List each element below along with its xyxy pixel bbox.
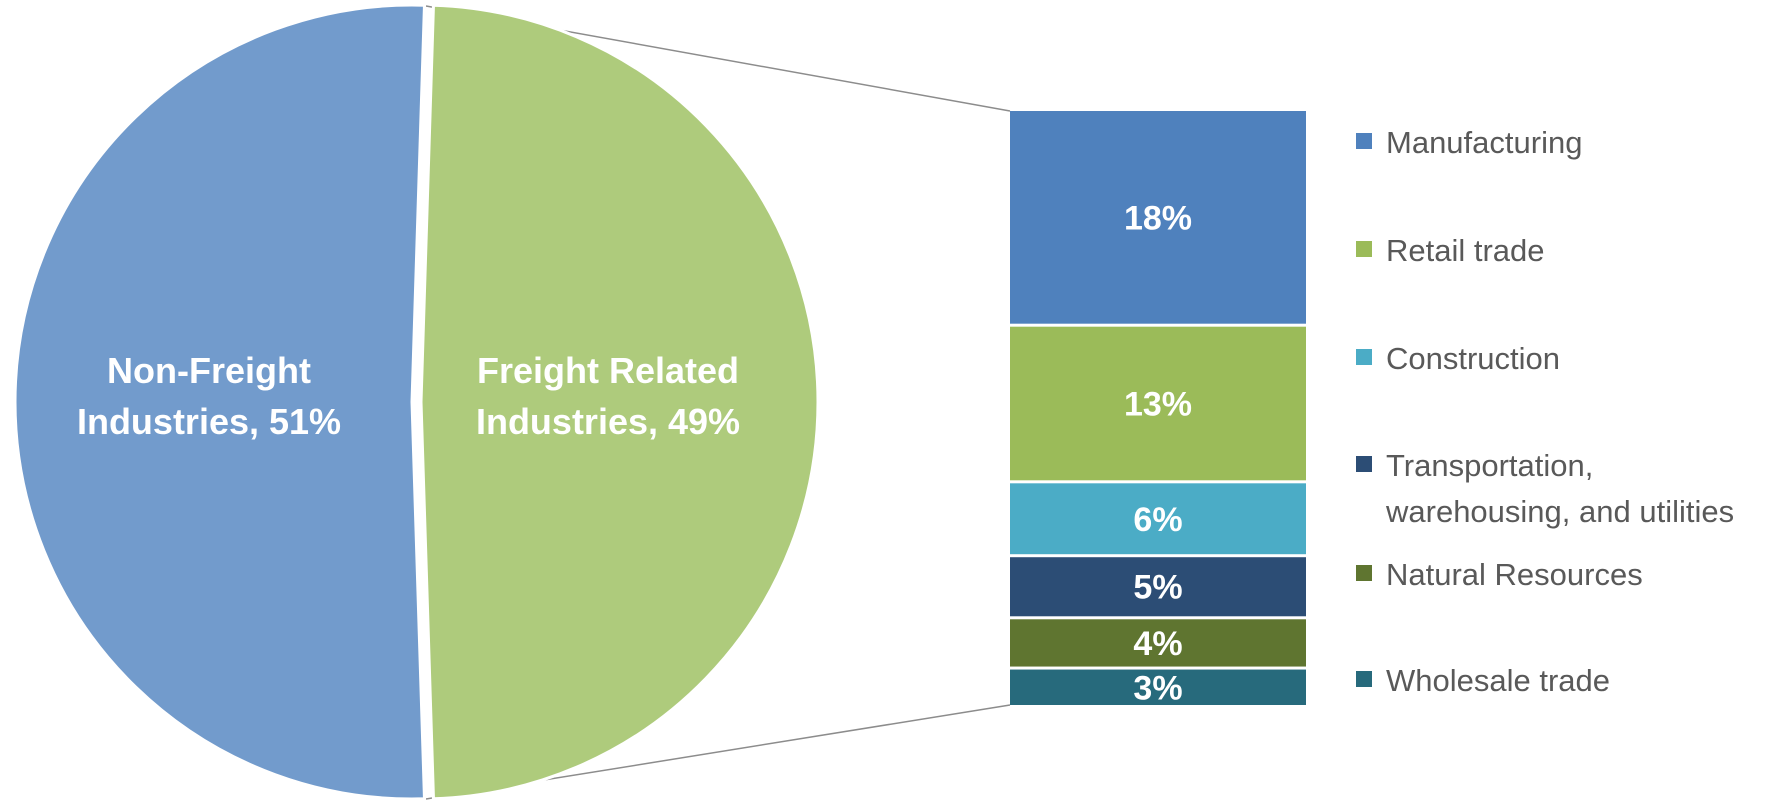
legend-label-transportation-warehousing: Transportation, warehousing, and utilitie…	[1385, 448, 1734, 529]
bar-label-natural-resources: 4%	[1133, 625, 1182, 663]
bar-label-wholesale-trade: 3%	[1133, 669, 1182, 707]
bar-segment-transportation-warehousing	[1010, 557, 1306, 617]
bar-segment-manufacturing	[1010, 111, 1306, 324]
legend-swatch-transportation-warehousing	[1356, 456, 1372, 472]
legend-swatch-manufacturing	[1356, 133, 1372, 149]
bar-label-manufacturing: 18%	[1124, 199, 1192, 237]
bar-segment-retail-trade	[1010, 326, 1306, 481]
bar-segment-construction	[1010, 483, 1306, 555]
pie: Non-Freight Industries, 51% Freight Relate…	[13, 3, 820, 801]
bar-label-retail-trade: 13%	[1124, 386, 1192, 424]
legend-swatch-natural-resources	[1356, 565, 1372, 581]
bar-label-transportation-warehousing: 5%	[1133, 569, 1182, 607]
legend-label-retail-trade: Retail trade	[1386, 233, 1545, 268]
legend-label-manufacturing: Manufacturing	[1386, 125, 1582, 160]
bar-segment-wholesale-trade	[1010, 669, 1306, 705]
bar-label-construction: 6%	[1133, 501, 1182, 539]
pie-label-freight-related: Freight Related Industries, 49%	[476, 350, 740, 442]
pie-slice-freight-related	[419, 3, 820, 801]
legend-swatch-construction	[1356, 349, 1372, 365]
pie-label-non-freight: Non-Freight Industries, 51%	[77, 350, 341, 442]
legend-label-wholesale-trade: Wholesale trade	[1386, 663, 1610, 698]
legend-label-natural-resources: Natural Resources	[1386, 557, 1643, 592]
bar-segment-natural-resources	[1010, 619, 1306, 667]
pie-slice-non-freight	[13, 3, 427, 801]
legend: Manufacturing Retail trade Construction Tra…	[1356, 125, 1734, 698]
stacked-bar: 18% 13% 6% 5% 4% 3%	[1010, 111, 1306, 707]
legend-swatch-wholesale-trade	[1356, 671, 1372, 687]
legend-swatch-retail-trade	[1356, 241, 1372, 257]
legend-label-construction: Construction	[1386, 341, 1560, 376]
